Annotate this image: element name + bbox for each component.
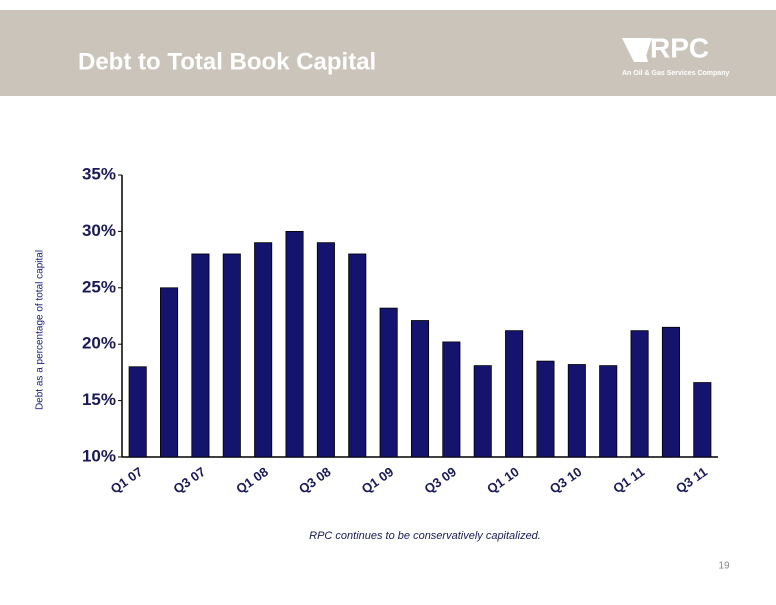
y-tick-label: 25%	[82, 277, 116, 296]
logo-mark	[622, 38, 652, 62]
y-tick-label: 10%	[82, 446, 116, 465]
logo: RPC An Oil & Gas Services Company	[622, 32, 729, 77]
y-axis-label: Debt as a percentage of total capital	[35, 250, 46, 410]
bar	[630, 330, 649, 458]
bar	[536, 360, 555, 458]
bar	[661, 326, 680, 458]
bar	[348, 253, 367, 458]
x-tick-label: Q1 08	[233, 464, 271, 497]
bar	[410, 320, 430, 458]
logo-tagline: An Oil & Gas Services Company	[622, 70, 729, 77]
x-tick-label: Q1 09	[359, 464, 397, 497]
bar	[222, 253, 241, 458]
y-tick-label: 15%	[82, 390, 116, 409]
page-number: 19	[718, 561, 730, 572]
bar	[473, 365, 492, 458]
x-tick-label: Q3 08	[296, 464, 334, 497]
bar	[191, 253, 210, 458]
y-tick-label: 20%	[82, 334, 116, 353]
x-tick-label: Q3 07	[170, 464, 208, 497]
x-tick-label: Q3 11	[673, 464, 710, 496]
caption: RPC continues to be conservatively capit…	[309, 530, 541, 542]
y-tick-label: 30%	[82, 221, 116, 240]
x-tick-label: Q1 11	[610, 464, 647, 496]
x-tick-label: Q3 09	[421, 464, 459, 497]
bar	[285, 230, 304, 458]
bar	[160, 287, 179, 458]
bar	[567, 364, 586, 458]
bar	[128, 366, 147, 458]
bar	[254, 242, 273, 458]
slide-title: Debt to Total Book Capital	[78, 48, 376, 75]
bar	[379, 307, 398, 458]
x-tick-label: Q3 10	[547, 464, 585, 497]
bar	[693, 382, 712, 458]
bar	[599, 365, 618, 458]
x-tick-label: Q1 07	[108, 464, 146, 497]
bar	[442, 341, 461, 458]
bar	[505, 330, 524, 458]
y-tick-label: 35%	[82, 164, 116, 183]
logo-name: RPC	[650, 32, 709, 63]
bar	[316, 242, 335, 458]
x-tick-label: Q1 10	[484, 464, 522, 497]
